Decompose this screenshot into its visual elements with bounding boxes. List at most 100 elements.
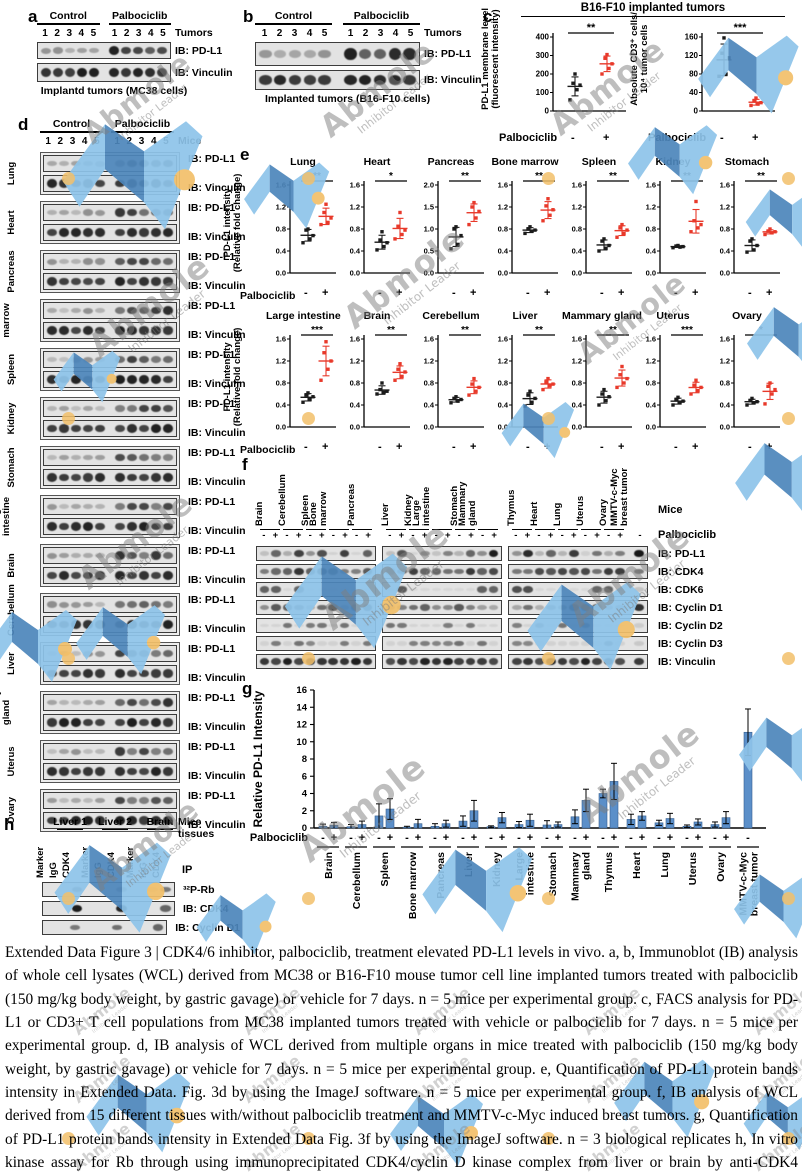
blot-lane	[159, 902, 172, 915]
protein-band	[150, 601, 162, 608]
protein-band	[82, 552, 94, 559]
blot-lane	[534, 565, 545, 578]
protein-band	[82, 375, 94, 384]
blot-lane	[138, 813, 150, 828]
protein-band	[442, 640, 453, 647]
protein-band	[150, 473, 162, 482]
protein-band	[46, 651, 58, 656]
blot-lane	[522, 547, 533, 560]
lane-number: 5	[94, 135, 100, 147]
protein-band	[316, 567, 327, 576]
blot-strip	[43, 224, 177, 241]
blot-lane	[144, 43, 156, 58]
condition-sign: -	[457, 530, 461, 541]
protein-band	[138, 718, 150, 727]
text: 0.8	[646, 379, 656, 388]
protein-band	[150, 454, 162, 461]
protein-band	[603, 657, 614, 666]
blot-lane	[114, 274, 126, 289]
scatter-plot: 0.00.40.81.21.6***	[276, 325, 336, 432]
text: -	[713, 832, 717, 844]
blot-lane	[282, 655, 293, 668]
blot-row-labels: IB: PD-L1 IB: Vinculin	[184, 249, 246, 294]
condition-sign: -	[674, 287, 678, 299]
rect	[551, 382, 555, 386]
protein-band	[126, 669, 138, 678]
blot-strip	[382, 582, 502, 597]
text: 0.8	[720, 225, 730, 234]
blot-lane	[126, 568, 138, 583]
organ-block: Kidney IB: PD-L1 IB: Vinculin	[4, 396, 246, 441]
scatter-plot: 0.00.40.81.21.6***	[646, 325, 706, 432]
text: 1.6	[498, 181, 508, 190]
blot-strip	[43, 518, 177, 535]
text: 0.0	[572, 269, 582, 278]
protein-band	[420, 657, 430, 666]
protein-band	[46, 258, 58, 265]
protein-band	[58, 650, 70, 657]
blot-lane	[568, 655, 579, 668]
protein-band	[82, 405, 94, 412]
blot-lane	[94, 303, 106, 318]
protein-band	[282, 587, 293, 592]
blot-lane	[465, 565, 476, 578]
condition-sign: +	[594, 530, 600, 541]
protein-band	[162, 718, 174, 727]
scatter-column: Spleen 0.0 0.4 0.8 1.2 1.6 ** - +	[562, 156, 636, 300]
blot-lane	[70, 421, 82, 436]
blot-lane	[138, 715, 150, 730]
text: -	[746, 832, 750, 844]
blot-lane	[70, 568, 82, 583]
protein-band	[126, 326, 138, 335]
blot-lane	[580, 583, 591, 596]
protein-band	[94, 326, 106, 335]
organ-blot-box	[40, 544, 180, 587]
protein-band	[162, 208, 174, 217]
blot-lane	[339, 655, 350, 668]
text: +	[415, 832, 421, 844]
blot-row-label: ³²P-Rb	[183, 883, 215, 896]
palbociclib-label: Palbociclib	[499, 132, 558, 144]
protein-band	[273, 74, 287, 86]
protein-band	[138, 257, 150, 266]
blot-lane	[94, 666, 106, 681]
protein-band	[76, 67, 87, 78]
blot-lane	[94, 323, 106, 338]
blot-lane	[580, 547, 591, 560]
protein-band	[615, 568, 625, 575]
blot-strip	[43, 302, 177, 319]
protein-band	[114, 356, 126, 363]
condition-sign: +	[544, 287, 551, 299]
lane-number: 3	[69, 135, 76, 147]
rect	[319, 222, 323, 227]
blot-lane	[327, 601, 338, 614]
blot-lane	[396, 601, 407, 614]
protein-band	[58, 308, 70, 313]
blot-lane	[408, 583, 419, 596]
group-label: Palbociclib	[108, 10, 171, 25]
protein-band	[82, 522, 94, 531]
protein-band	[465, 550, 476, 557]
blot-lane	[115, 883, 128, 896]
protein-band	[70, 454, 82, 461]
blot-lane	[126, 764, 138, 779]
blot-strip	[256, 600, 376, 615]
text: 0.8	[720, 379, 730, 388]
scatter-column: Mammary gland 0.0 0.4 0.8 1.2 1.6 ** - +	[562, 310, 642, 454]
protein-band	[64, 47, 75, 54]
protein-band	[362, 587, 373, 592]
protein-band	[454, 623, 464, 628]
blot-row-label: IB: Vinculin	[188, 476, 246, 488]
blot-lane	[634, 637, 645, 650]
blot-lane	[138, 519, 150, 534]
blot-lane	[591, 637, 602, 650]
tissue-underline	[534, 529, 555, 530]
text: 0.4	[424, 401, 435, 410]
blot-lane	[58, 695, 70, 710]
scatter-title: Ovary	[732, 310, 762, 322]
organ-label: Spleen	[6, 353, 18, 386]
protein-band	[70, 277, 82, 286]
rect	[380, 381, 384, 385]
blot-row: IB: Cyclin D3	[256, 636, 802, 651]
blot-strip	[256, 636, 376, 651]
